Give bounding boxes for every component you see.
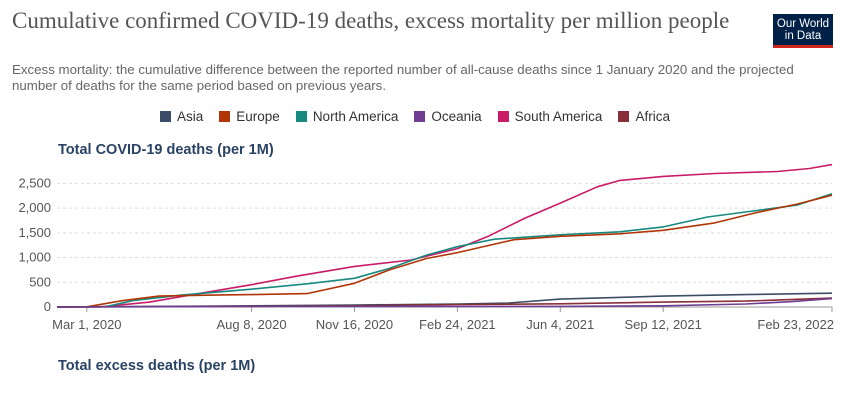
legend-item-europe[interactable]: Europe	[219, 109, 280, 124]
y-tick-label: 1,000	[18, 250, 51, 265]
chart-title: Cumulative confirmed COVID-19 deaths, ex…	[12, 8, 730, 33]
panel-title-excess: Total excess deaths (per 1M)	[58, 358, 256, 374]
legend-swatch	[497, 111, 509, 122]
x-tick-label: Feb 23, 2022	[757, 317, 834, 332]
legend-item-south-america[interactable]: South America	[497, 109, 603, 124]
legend-label: Asia	[177, 109, 204, 124]
series-line-oceania[interactable]	[56, 297, 833, 308]
legend-swatch	[295, 111, 307, 122]
legend-label: Africa	[635, 109, 670, 124]
y-tick-label: 2,000	[18, 200, 51, 215]
x-tick-label: Aug 8, 2020	[216, 317, 286, 332]
legend-item-north-america[interactable]: North America	[295, 109, 399, 124]
x-tick-label: Jun 4, 2021	[526, 317, 594, 332]
series-line-north-america[interactable]	[56, 192, 833, 308]
chart-subtitle: Excess mortality: the cumulative differe…	[12, 62, 794, 93]
y-tick-label: 500	[29, 274, 51, 289]
legend-label: South America	[514, 109, 603, 124]
legend-label: Oceania	[431, 109, 482, 124]
legend-label: North America	[312, 109, 399, 124]
x-tick-label: Mar 1, 2020	[52, 317, 121, 332]
legend-item-africa[interactable]: Africa	[618, 109, 670, 124]
logo-line-1: Our World	[776, 18, 830, 30]
logo-accent-bar	[773, 45, 833, 48]
legend-swatch	[414, 111, 426, 122]
series-line-europe[interactable]	[56, 194, 833, 308]
legend-item-asia[interactable]: Asia	[160, 109, 203, 124]
legend-label: Europe	[236, 109, 280, 124]
logo-line-2: in Data	[784, 30, 822, 42]
legend: Asia Europe North America Oceania South …	[160, 109, 670, 124]
series-line-south-america[interactable]	[56, 163, 833, 308]
y-tick-label: 0	[44, 299, 51, 314]
panel-title-deaths: Total COVID-19 deaths (per 1M)	[58, 142, 274, 158]
owid-logo[interactable]: Our World in Data	[773, 14, 833, 48]
legend-swatch	[219, 111, 231, 122]
legend-item-oceania[interactable]: Oceania	[414, 109, 482, 124]
x-tick-label: Sep 12, 2021	[625, 317, 702, 332]
y-tick-label: 2,500	[18, 175, 51, 190]
x-tick-label: Nov 16, 2020	[316, 317, 393, 332]
legend-swatch	[160, 111, 171, 122]
x-tick-label: Feb 24, 2021	[419, 317, 496, 332]
legend-swatch	[618, 111, 630, 122]
y-tick-label: 1,500	[18, 225, 51, 240]
